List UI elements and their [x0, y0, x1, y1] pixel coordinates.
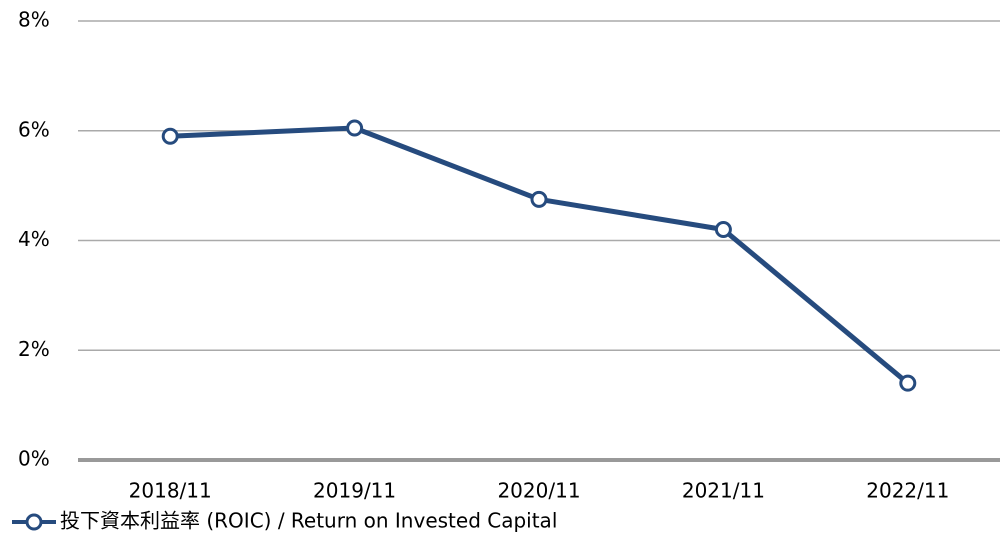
y-tick-label: 6% — [18, 117, 50, 141]
legend-label: 投下資本利益率 (ROIC) / Return on Invested Capi… — [60, 509, 557, 533]
legend-marker — [25, 513, 43, 531]
point — [899, 374, 917, 392]
point — [714, 221, 732, 239]
y-tick-label: 2% — [18, 337, 50, 361]
line — [170, 125, 910, 386]
x-tick-label: 2022/11 — [866, 479, 949, 503]
x-tick-label: 2019/11 — [313, 479, 396, 503]
x-tick-label: 2021/11 — [682, 479, 765, 503]
point — [530, 190, 548, 208]
x-tick-label: 2020/11 — [497, 479, 580, 503]
y-tick-label: 4% — [18, 227, 50, 251]
point — [346, 119, 364, 137]
y-tick-label: 0% — [18, 447, 50, 471]
y-tick-label: 8% — [18, 8, 50, 32]
x-tick-label: 2018/11 — [129, 479, 212, 503]
point — [161, 127, 179, 145]
